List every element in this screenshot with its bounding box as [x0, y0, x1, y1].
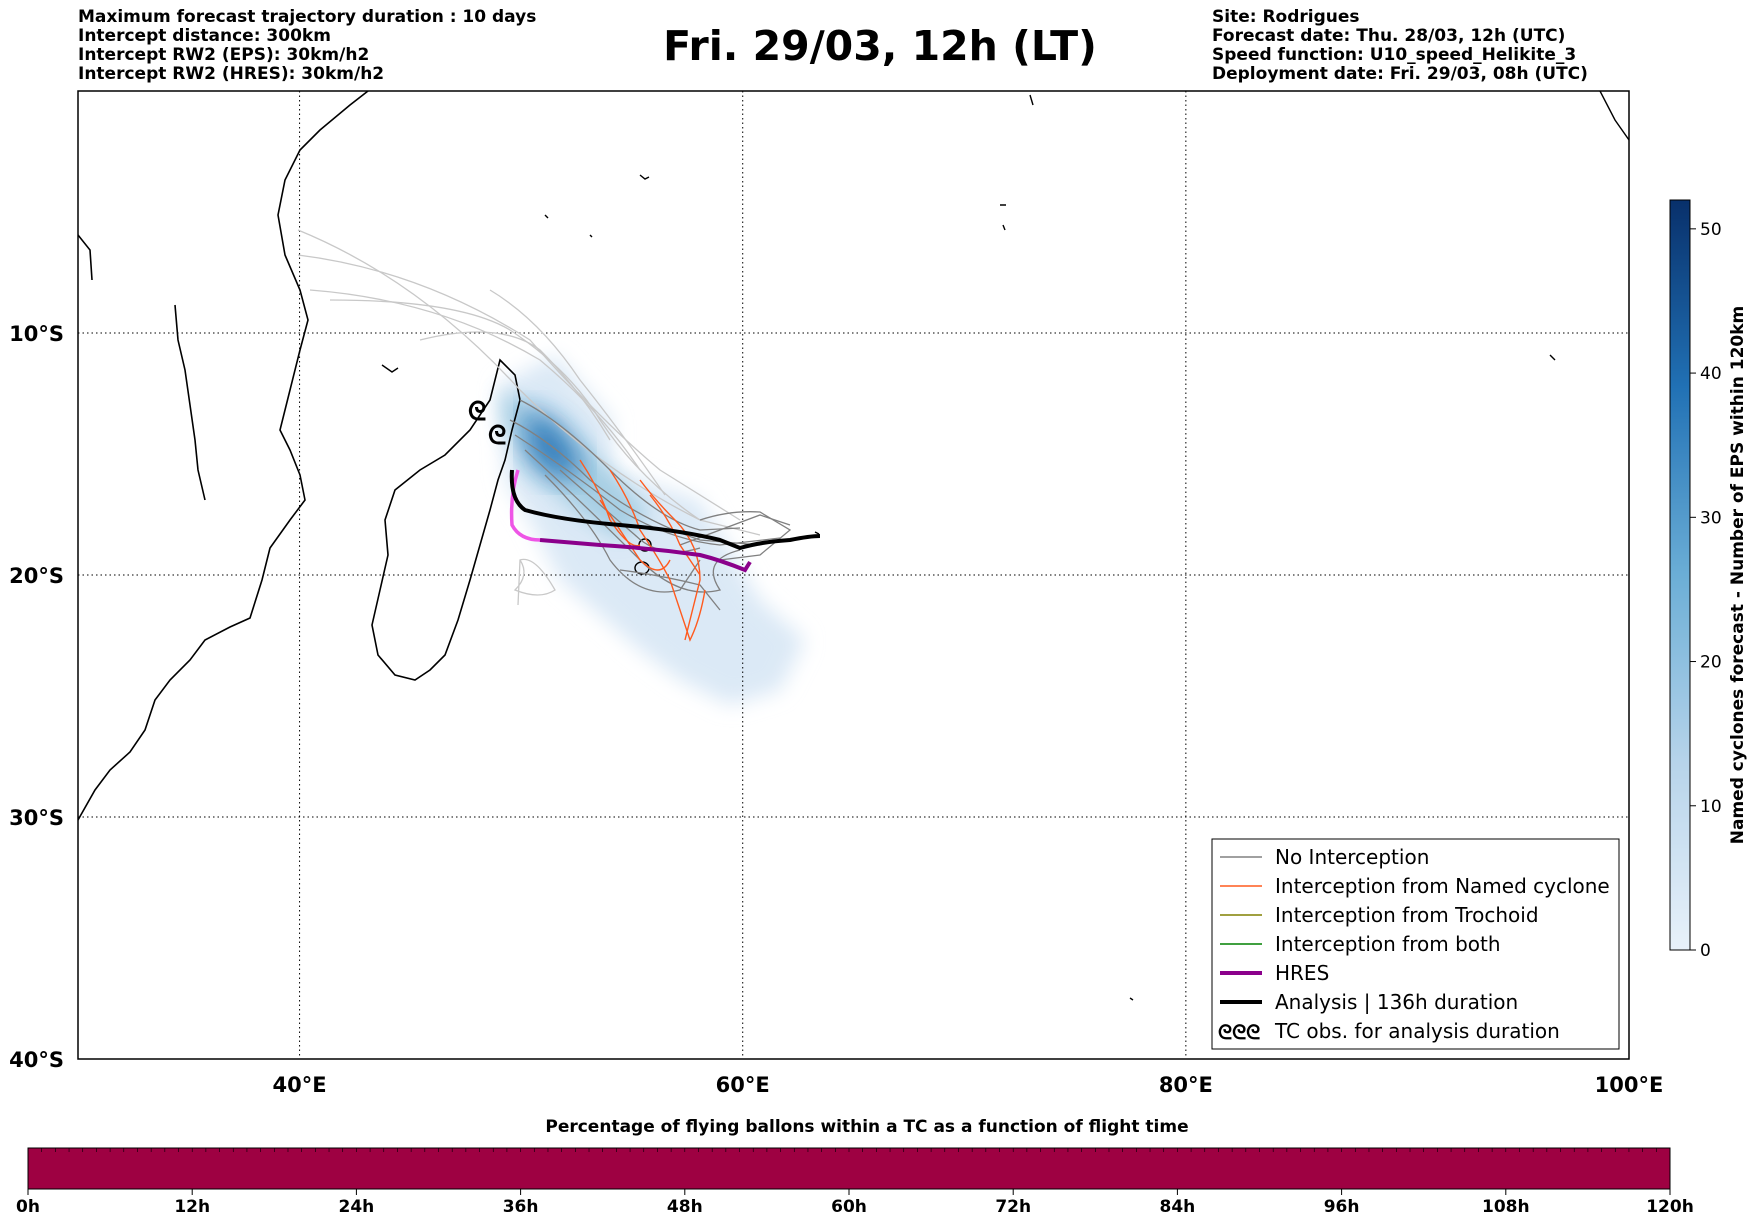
colorbar: [1669, 199, 1691, 951]
trajectories-named-cyclone: [579, 459, 706, 642]
trajectory: [309, 289, 641, 471]
colorbar-tick-label: 30: [1700, 508, 1722, 528]
legend-label: Interception from Named cyclone: [1275, 874, 1610, 898]
trajectories-no-interception: [297, 229, 792, 611]
header-left-line: Intercept RW2 (EPS): 30km/h2: [78, 45, 370, 65]
island-small-2: [589, 234, 593, 238]
bottom-bar-tick-label: 96h: [1324, 1197, 1360, 1217]
island-comoros: [381, 364, 399, 373]
header-right-line: Site: Rodrigues: [1212, 7, 1360, 27]
legend-label: No Interception: [1275, 845, 1429, 869]
lat-tick-label: 20°S: [9, 564, 64, 588]
legend-items: No Interception Interception from Named c…: [1218, 845, 1610, 1044]
tc-obs-symbol: ᘓ: [488, 421, 506, 451]
trajectory: [514, 434, 781, 546]
bottom-bar-tick-label: 12h: [174, 1197, 210, 1217]
bottom-bar-tick-label: 120h: [1646, 1197, 1694, 1217]
header-right-line: Deployment date: Fri. 29/03, 08h (UTC): [1212, 64, 1588, 84]
trajectory: [579, 459, 641, 547]
bottom-bar-title: Percentage of flying ballons within a TC…: [545, 1117, 1188, 1137]
lat-tick-label: 30°S: [9, 806, 64, 830]
trajectory: [599, 499, 671, 571]
lon-tick-label: 80°E: [1159, 1073, 1213, 1097]
colorbar-tick-label: 0: [1700, 941, 1711, 961]
colorbar-tick-label: 20: [1700, 653, 1722, 673]
colorbar-ticks: 0 10 20 30 40 50: [1690, 220, 1722, 961]
lat-tick-label: 40°S: [9, 1048, 64, 1072]
legend-symbol: ᘓᘓᘓ: [1218, 1020, 1260, 1044]
trajectory: [609, 469, 706, 642]
bottom-bar-tick-label: 60h: [831, 1197, 867, 1217]
lon-tick-labels: 40°E 60°E 80°E 100°E: [273, 1073, 1664, 1097]
header-right-line: Forecast date: Thu. 28/03, 12h (UTC): [1212, 26, 1566, 46]
lat-tick-label: 10°S: [9, 322, 64, 346]
colorbar-label: Named cyclones forecast - Number of EPS …: [1728, 306, 1748, 845]
legend-label: HRES: [1275, 961, 1329, 985]
bottom-bar-ticks: 0h 12h 24h 36h 48h 60h 72h 84h 96h 108h 120h: [16, 1148, 1694, 1217]
colorbar-tick-label: 50: [1700, 220, 1722, 240]
island-seychelles: [639, 174, 650, 180]
trajectory: [419, 331, 611, 441]
header-left-line: Maximum forecast trajectory duration : 1…: [78, 7, 537, 27]
island-chagos: [1000, 204, 1006, 231]
island-sumatra: [1599, 91, 1629, 141]
island-maldives: [1029, 94, 1034, 106]
coast-madagascar: [371, 358, 521, 681]
coast-africa-east: [78, 234, 93, 281]
island-small-1: [544, 214, 549, 219]
header-left-line: Intercept RW2 (HRES): 30km/h2: [78, 64, 385, 84]
colorbar-tick-label: 10: [1700, 797, 1722, 817]
colorbar-tick-label: 40: [1700, 364, 1722, 384]
legend-label: Analysis | 136h duration: [1275, 990, 1518, 1014]
bottom-bar-tick-label: 36h: [503, 1197, 539, 1217]
trajectory: [679, 514, 791, 546]
lon-tick-label: 40°E: [273, 1073, 327, 1097]
header-right: Site: Rodrigues Forecast date: Thu. 28/0…: [1212, 8, 1588, 84]
header-right-line: Speed function: U10_speed_Helikite_3: [1212, 45, 1577, 65]
coast-mozambique-channel: [174, 304, 206, 501]
legend-label: Interception from both: [1275, 932, 1501, 956]
legend-label: Interception from Trochoid: [1275, 903, 1539, 927]
legend-label: TC obs. for analysis duration: [1274, 1019, 1560, 1043]
coastlines: [78, 91, 521, 821]
coast-africa: [78, 91, 369, 821]
bottom-bar-tick-label: 72h: [995, 1197, 1031, 1217]
hres-trajectory: [509, 469, 541, 542]
island-amsterdam: [1129, 997, 1134, 1001]
header-left-line: Intercept distance: 300km: [78, 26, 331, 46]
trajectory: [489, 289, 666, 496]
tc-obs-symbol: ᘓ: [468, 397, 486, 427]
trajectory: [544, 474, 701, 593]
island-cocos: [1549, 354, 1556, 361]
map-content: ᘓ ᘓ: [78, 91, 1629, 1059]
lon-tick-label: 100°E: [1595, 1073, 1664, 1097]
analysis-trajectory: [509, 469, 821, 551]
map-frame: [77, 90, 1630, 1060]
bottom-bar-tick-label: 0h: [16, 1197, 40, 1217]
bottom-bar-tick-label: 84h: [1160, 1197, 1196, 1217]
island-rodrigues: [814, 531, 820, 535]
header-left: Maximum forecast trajectory duration : 1…: [78, 8, 536, 84]
bottom-bar-tick-label: 48h: [667, 1197, 703, 1217]
gridlines: [78, 91, 1629, 1059]
trajectory: [513, 558, 556, 606]
bottom-bar-tick-label: 24h: [339, 1197, 375, 1217]
page-title: Fri. 29/03, 12h (LT): [663, 22, 1097, 70]
trajectory: [297, 229, 761, 536]
trajectory: [699, 511, 792, 561]
hres-trajectory: [539, 538, 752, 573]
trajectory: [524, 449, 741, 593]
legend: [1211, 838, 1620, 1050]
bottom-bar: [27, 1147, 1671, 1190]
bottom-bar-tick-label: 108h: [1482, 1197, 1530, 1217]
trajectory: [639, 479, 701, 641]
lon-tick-label: 60°E: [716, 1073, 770, 1097]
lat-tick-labels: 10°S 20°S 30°S 40°S: [9, 322, 64, 1072]
trajectory: [649, 494, 701, 576]
